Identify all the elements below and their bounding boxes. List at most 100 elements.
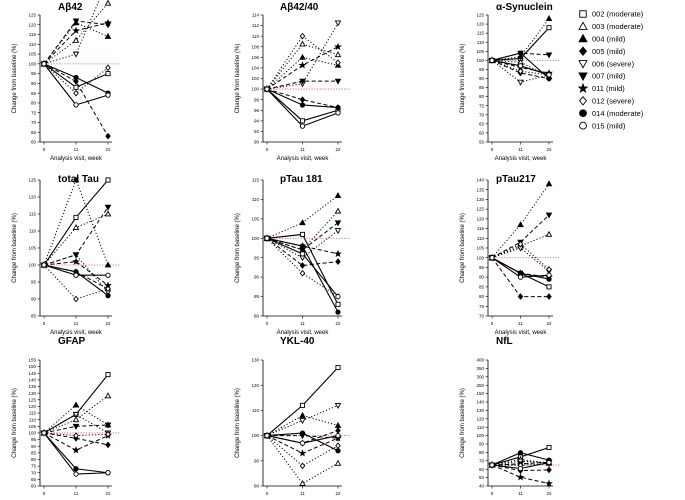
series-line-004 (266, 195, 339, 239)
panel: YKL-40809010011012013001122Analysis visi… (235, 336, 350, 496)
point-015 (73, 272, 79, 278)
y-tick-label: 95 (31, 71, 37, 76)
panel-title: pTau 181 (280, 174, 323, 185)
y-tick-label: 98 (254, 97, 260, 102)
point-007 (72, 18, 80, 25)
point-012 (73, 295, 79, 303)
y-tick-label: 120 (28, 404, 36, 409)
point-003 (334, 459, 342, 466)
x-tick-label: 22 (335, 147, 341, 152)
x-axis-label: Analysis visit, week (277, 156, 330, 162)
y-tick-label: 50 (479, 475, 485, 480)
point-015 (105, 470, 111, 476)
y-tick-label: 135 (476, 187, 484, 192)
series-line-005 (266, 237, 339, 267)
point-007 (545, 212, 553, 219)
point-002 (546, 444, 552, 451)
y-axis-label: Change from baseline (%) (235, 213, 241, 283)
point-005 (517, 293, 524, 300)
point-002 (299, 402, 306, 408)
y-tick-label: 60 (31, 140, 37, 145)
point-015 (489, 462, 495, 468)
y-tick-label: 75 (31, 110, 37, 115)
y-tick-label: 115 (29, 212, 37, 217)
point-006 (334, 402, 342, 409)
point-002 (73, 214, 79, 220)
y-tick-label: 85 (31, 91, 37, 96)
point-003 (104, 210, 112, 217)
panel-title: GFAP (58, 336, 86, 347)
y-tick-label: 90 (479, 76, 485, 81)
legend-label-011: 011 (mild) (592, 84, 625, 93)
y-tick-label: 85 (31, 450, 37, 455)
point-014 (73, 466, 79, 472)
x-axis-label: Analysis visit, week (495, 330, 548, 336)
x-axis-label: Analysis visit, week (50, 156, 103, 162)
y-tick-label: 120 (28, 22, 36, 27)
series-line-003 (43, 2, 109, 65)
legend-marker-003 (578, 21, 588, 30)
y-tick-label: 100 (28, 61, 36, 66)
point-005 (299, 262, 306, 269)
series-line-012 (491, 243, 550, 270)
y-tick-label: 90 (254, 458, 260, 463)
y-tick-label: 112 (252, 23, 260, 28)
x-tick-label: 0 (491, 147, 494, 152)
point-005 (299, 96, 306, 104)
y-tick-label: 75 (479, 103, 485, 108)
point-003 (334, 207, 342, 214)
point-014 (335, 448, 341, 454)
legend-label-012: 012 (severe) (592, 97, 635, 106)
point-011 (72, 257, 80, 265)
point-015 (105, 92, 111, 98)
legend-label-014: 014 (moderate) (592, 109, 644, 118)
series-line-003 (43, 395, 109, 434)
y-tick-label: 105 (28, 424, 36, 429)
y-tick-label: 110 (29, 229, 37, 234)
point-007 (334, 78, 342, 85)
point-005 (546, 293, 552, 300)
legend-label-003: 003 (moderate) (592, 22, 644, 31)
y-tick-label: 108 (251, 44, 259, 49)
point-003 (72, 36, 80, 43)
series-line-005 (43, 432, 109, 446)
y-tick-label: 110 (252, 197, 260, 202)
legend-label-002: 002 (moderate) (592, 10, 644, 19)
point-002 (546, 284, 552, 290)
y-tick-label: 150 (28, 364, 36, 369)
point-007 (104, 422, 112, 429)
point-007 (72, 423, 80, 430)
point-004 (104, 32, 112, 39)
y-tick-label: 300 (476, 374, 484, 379)
y-tick-label: 130 (251, 358, 259, 363)
point-012 (105, 285, 111, 293)
point-015 (489, 255, 495, 261)
y-tick-label: 95 (479, 67, 485, 72)
y-tick-label: 145 (28, 371, 36, 376)
y-tick-label: 250 (476, 383, 484, 388)
y-tick-label: 110 (252, 408, 260, 413)
y-tick-label: 94 (254, 118, 260, 123)
y-tick-label: 120 (251, 383, 259, 388)
point-015 (299, 123, 306, 129)
point-014 (517, 450, 524, 456)
legend-label-006: 006 (severe) (592, 59, 635, 68)
y-tick-label: 80 (479, 94, 485, 99)
point-011 (298, 449, 307, 457)
y-axis-label: Change from baseline (%) (12, 213, 18, 283)
point-002 (73, 84, 79, 90)
y-tick-label: 60 (479, 131, 485, 136)
point-006 (517, 79, 524, 86)
y-tick-label: 96 (254, 108, 260, 113)
y-tick-label: 65 (479, 121, 485, 126)
panel: Aβ42/40909294969810010210410610811011211… (235, 2, 350, 162)
y-tick-label: 80 (254, 484, 260, 489)
panel: pTau 181 80 85 90 95 100 105 110 115 0 11 22 Analysi… (235, 174, 350, 336)
point-004 (299, 53, 306, 60)
y-tick-label: 85 (479, 284, 485, 289)
panel: Aβ42 60 65 70 75 80 85 90 95 100 105 110 115 120 125 0 1… (12, 0, 120, 162)
x-tick-label: 22 (335, 321, 341, 326)
y-tick-label: 95 (479, 265, 485, 270)
y-tick-label: 105 (476, 49, 484, 54)
point-014 (299, 430, 306, 436)
